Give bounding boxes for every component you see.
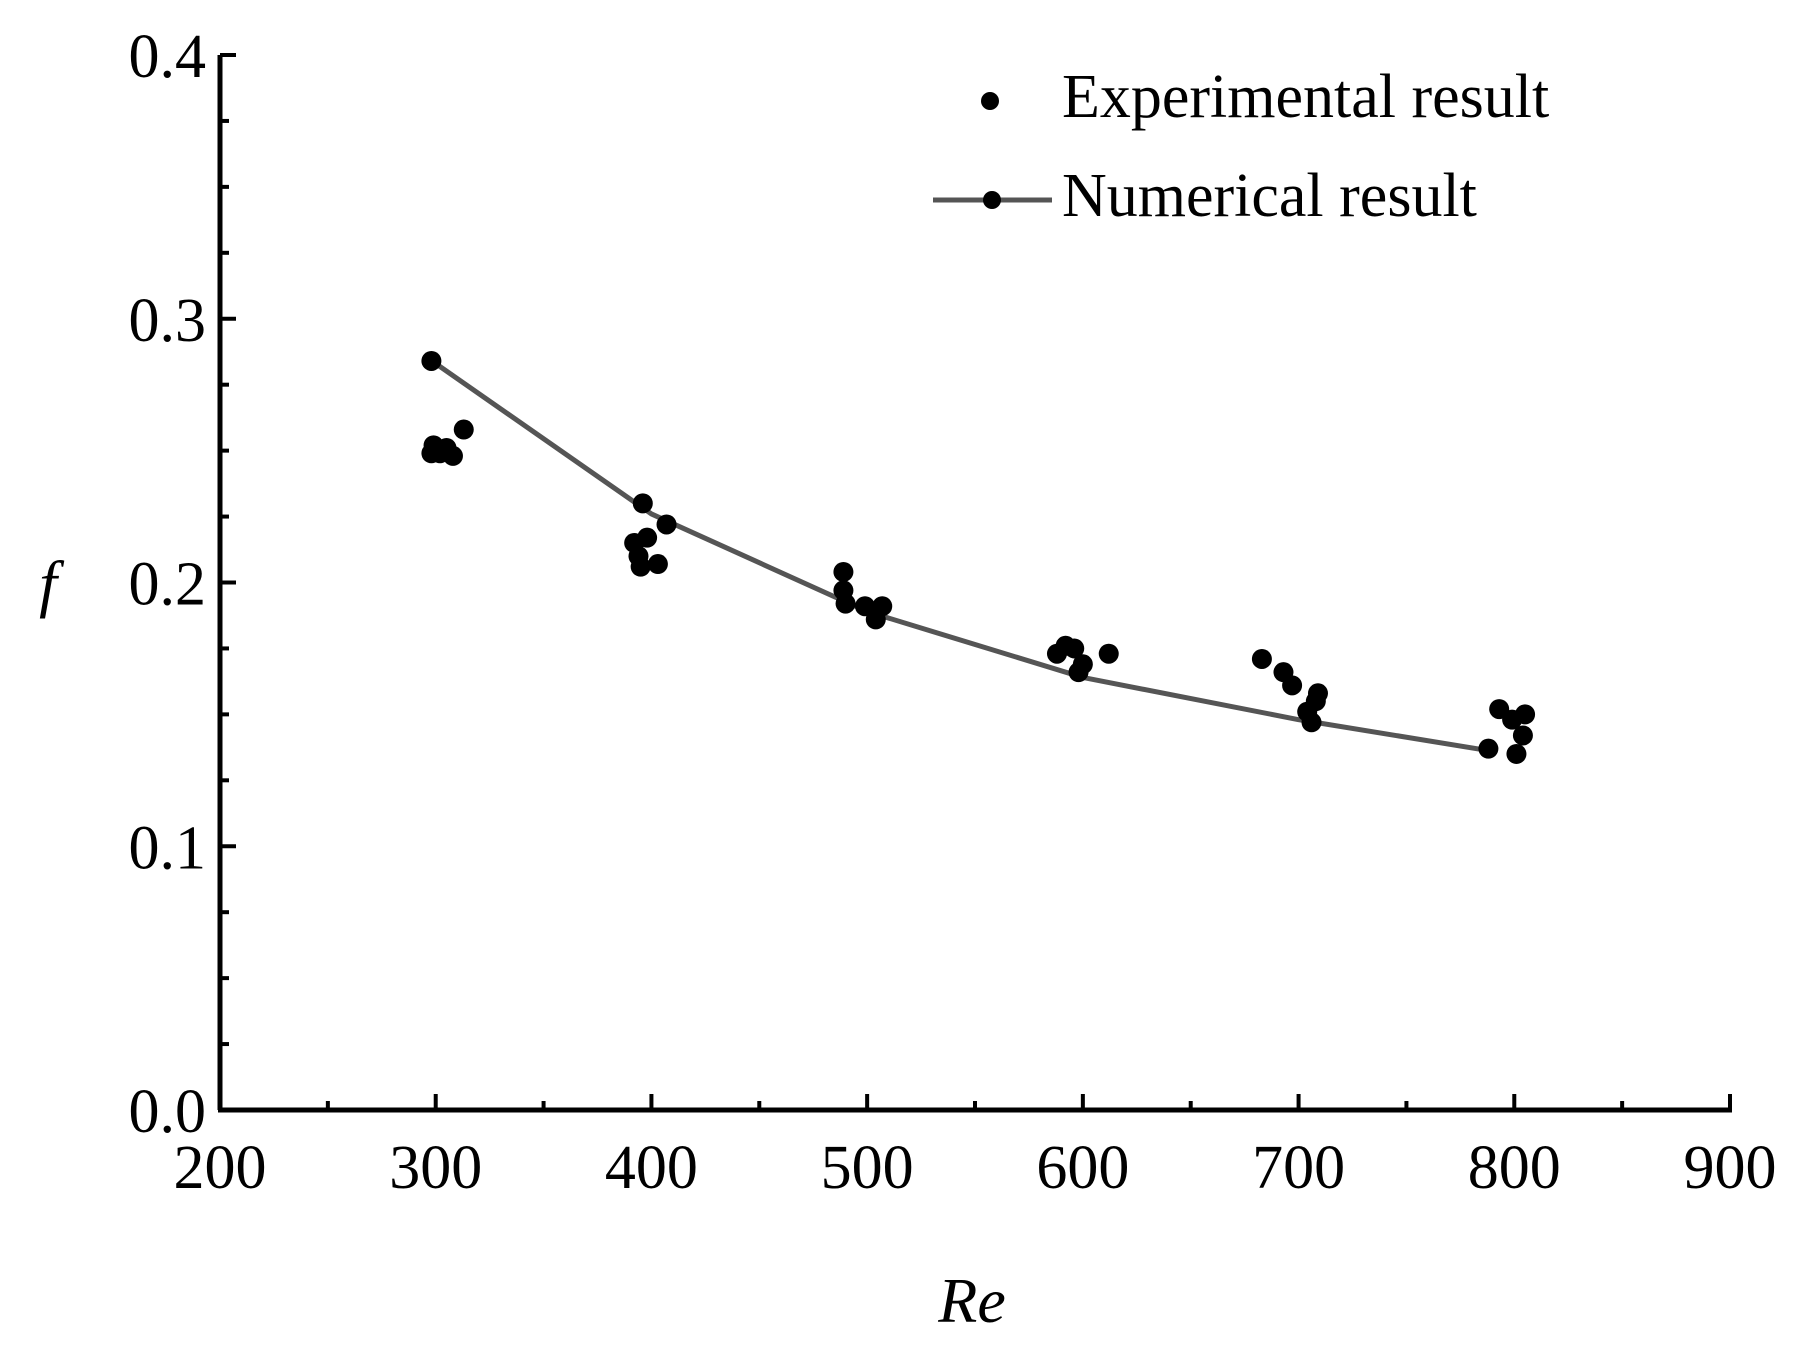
experimental-point — [630, 556, 651, 577]
experimental-point — [1251, 648, 1272, 669]
x-axis-title: Re — [937, 1265, 1006, 1336]
series — [421, 350, 1536, 764]
experimental-point — [1512, 725, 1533, 746]
experimental-point — [1064, 638, 1085, 659]
experimental-point — [1515, 704, 1536, 725]
experimental-point — [637, 527, 658, 548]
legend-marker-experimental — [981, 92, 999, 110]
axes — [217, 55, 1732, 1113]
x-tick-label: 800 — [1468, 1134, 1561, 1202]
experimental-point — [1307, 683, 1328, 704]
experimental-point — [833, 561, 854, 582]
x-tick-label: 500 — [821, 1134, 914, 1202]
experimental-point — [854, 596, 875, 617]
x-tick-label: 900 — [1684, 1134, 1777, 1202]
y-tick-label: 0.3 — [129, 287, 207, 355]
ticks: 200 300 400 500 600 700 800 900 0.0 0.1 0.2 0.3 0.4 — [129, 23, 1777, 1202]
experimental-point — [1301, 712, 1322, 733]
experimental-point — [656, 514, 677, 535]
experimental-point — [1282, 675, 1303, 696]
experimental-point — [872, 596, 893, 617]
experimental-point — [1098, 643, 1119, 664]
y-tick-label: 0.1 — [129, 814, 207, 882]
y-tick-label: 0.2 — [129, 551, 207, 619]
legend-label-numerical: Numerical result — [1062, 162, 1477, 230]
y-tick-label: 0.4 — [129, 23, 207, 91]
experimental-point — [442, 445, 463, 466]
legend-marker-numerical — [983, 191, 1001, 209]
x-tick-label: 400 — [605, 1134, 698, 1202]
experimental-point — [421, 350, 442, 371]
legend: Experimental result Numerical result — [933, 63, 1549, 230]
experimental-point — [1506, 743, 1527, 764]
numerical-result-line — [434, 361, 1494, 754]
y-tick-label: 0.0 — [129, 1078, 207, 1146]
experimental-point — [632, 493, 653, 514]
y-axis-title: f — [39, 548, 65, 619]
experimental-point — [835, 593, 856, 614]
x-tick-label: 600 — [1036, 1134, 1129, 1202]
experimental-point — [1478, 738, 1499, 759]
experimental-point — [1072, 654, 1093, 675]
x-tick-label: 700 — [1252, 1134, 1345, 1202]
x-tick-label: 300 — [389, 1134, 482, 1202]
legend-label-experimental: Experimental result — [1062, 63, 1549, 131]
x-tick-label: 200 — [174, 1134, 267, 1202]
experimental-point — [453, 419, 474, 440]
experimental-point — [647, 554, 668, 575]
